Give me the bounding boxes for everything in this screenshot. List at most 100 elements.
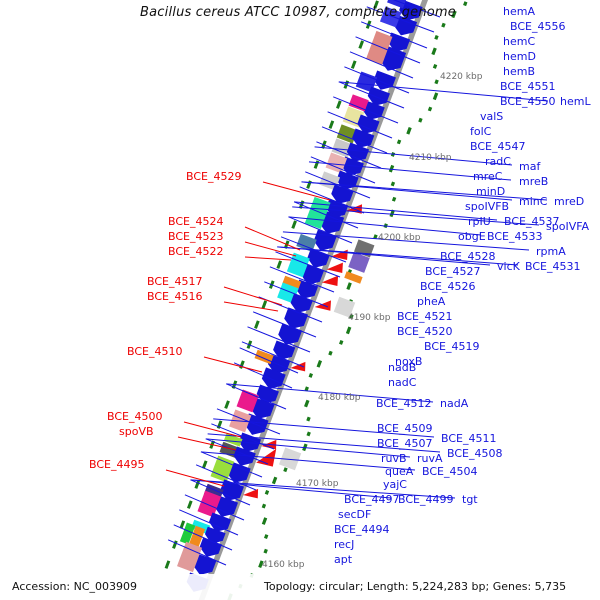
gene-label-nadb[interactable]: nadB <box>388 361 417 374</box>
gene-label-bce-4508[interactable]: BCE_4508 <box>447 447 503 460</box>
gene-feature[interactable] <box>350 128 375 151</box>
gene-feature[interactable] <box>254 349 274 365</box>
gene-feature[interactable] <box>212 495 239 520</box>
gene-box[interactable] <box>333 296 356 318</box>
gene-feature[interactable] <box>326 258 346 275</box>
gene-feature[interactable] <box>223 433 243 447</box>
gene-box[interactable] <box>188 525 206 549</box>
gene-arrow[interactable] <box>224 461 251 486</box>
gene-arrow[interactable] <box>305 248 330 271</box>
gene-label-mreb[interactable]: mreB <box>519 175 549 188</box>
gene-label-bce-4531[interactable]: BCE_4531 <box>525 260 581 273</box>
gene-label-bce-4523[interactable]: BCE_4523 <box>168 230 224 243</box>
gene-feature[interactable] <box>243 485 261 501</box>
gene-label-bce-4524[interactable]: BCE_4524 <box>168 215 224 228</box>
gene-marker[interactable] <box>326 258 346 275</box>
gene-box[interactable] <box>254 349 274 365</box>
gene-marker[interactable] <box>243 485 261 501</box>
gene-feature[interactable] <box>179 522 196 545</box>
gene-box[interactable] <box>348 94 369 112</box>
gene-label-bce-4528[interactable]: BCE_4528 <box>440 250 496 263</box>
gene-label-noxb[interactable]: noxB <box>395 355 423 368</box>
gene-feature[interactable] <box>365 86 390 109</box>
gene-label-recj[interactable]: recJ <box>334 538 355 551</box>
gene-feature[interactable] <box>355 114 380 137</box>
gene-label-bce-4556[interactable]: BCE_4556 <box>510 20 566 33</box>
gene-feature[interactable] <box>224 461 251 486</box>
gene-label-bce-4516[interactable]: BCE_4516 <box>147 290 203 303</box>
gene-label-ruvb[interactable]: ruvB <box>381 452 407 465</box>
gene-label-hema[interactable]: hemA <box>503 5 535 18</box>
gene-feature[interactable] <box>288 293 313 316</box>
gene-label-nadc[interactable]: nadC <box>388 376 417 389</box>
gene-feature[interactable] <box>365 30 393 65</box>
gene-box[interactable] <box>177 541 203 573</box>
gene-marker[interactable] <box>314 296 334 313</box>
gene-label-bce-4507[interactable]: BCE_4507 <box>377 437 433 450</box>
gene-arrow[interactable] <box>207 512 232 535</box>
gene-feature[interactable] <box>348 94 369 112</box>
gene-box[interactable] <box>331 138 353 158</box>
gene-label-bce-4504[interactable]: BCE_4504 <box>422 465 478 478</box>
gene-label-bce-4509[interactable]: BCE_4509 <box>377 422 433 435</box>
gene-arrow[interactable] <box>365 86 390 109</box>
gene-label-bce-4547[interactable]: BCE_4547 <box>470 140 526 153</box>
gene-label-bce-4550[interactable]: BCE_4550 <box>500 95 556 108</box>
gene-arrow[interactable] <box>329 184 354 207</box>
gene-box[interactable] <box>223 433 243 447</box>
gene-arrow[interactable] <box>350 128 375 151</box>
gene-arrow[interactable] <box>293 279 319 302</box>
gene-feature[interactable] <box>282 275 302 291</box>
gene-box[interactable] <box>191 519 211 535</box>
gene-arrow[interactable] <box>344 142 370 165</box>
gene-label-radc[interactable]: radC <box>485 155 511 168</box>
gene-label-vals[interactable]: valS <box>480 110 504 123</box>
gene-label-rpma[interactable]: rpmA <box>536 245 566 258</box>
gene-feature[interactable] <box>282 307 309 332</box>
gene-label-bce-4521[interactable]: BCE_4521 <box>397 310 453 323</box>
gene-box[interactable] <box>278 447 302 471</box>
forward-strand-features[interactable] <box>177 0 423 595</box>
gene-feature[interactable] <box>344 271 363 284</box>
gene-label-secdf[interactable]: secDF <box>338 508 372 521</box>
gene-label-bce-4527[interactable]: BCE_4527 <box>425 265 481 278</box>
gene-label-bce-4533[interactable]: BCE_4533 <box>487 230 543 243</box>
gene-box[interactable] <box>210 455 235 483</box>
gene-label-mred[interactable]: mreD <box>554 195 585 208</box>
gene-feature[interactable] <box>191 519 211 535</box>
gene-feature[interactable] <box>331 138 353 158</box>
gene-box[interactable] <box>296 233 317 252</box>
gene-feature[interactable] <box>293 279 319 302</box>
gene-arrow[interactable] <box>242 413 269 438</box>
gene-arrow[interactable] <box>218 479 244 504</box>
gene-feature[interactable] <box>248 397 275 422</box>
gene-box[interactable] <box>325 152 348 174</box>
gene-label-obge[interactable]: obgE <box>458 230 486 243</box>
gene-label-bce-4517[interactable]: BCE_4517 <box>147 275 203 288</box>
gene-label-mind[interactable]: minD <box>476 185 506 198</box>
gene-arrow[interactable] <box>271 340 296 363</box>
gene-feature[interactable] <box>379 6 402 28</box>
gene-feature[interactable] <box>391 14 418 39</box>
gene-feature[interactable] <box>329 184 354 207</box>
gene-label-bce-4497[interactable]: BCE_4497 <box>344 493 400 506</box>
gene-label-bce-4511[interactable]: BCE_4511 <box>441 432 497 445</box>
gene-marker[interactable] <box>321 271 341 288</box>
gene-label-bce-4519[interactable]: BCE_4519 <box>424 340 480 353</box>
gene-label-bce-4551[interactable]: BCE_4551 <box>500 80 556 93</box>
gene-feature[interactable] <box>218 479 244 504</box>
gene-arrow[interactable] <box>248 397 275 422</box>
gene-box[interactable] <box>344 271 363 284</box>
gene-label-spoivfa[interactable]: spoIVFA <box>546 220 590 233</box>
gene-feature[interactable] <box>265 354 291 377</box>
gene-marker[interactable] <box>290 358 308 374</box>
gene-feature[interactable] <box>197 490 222 518</box>
gene-label-bce-4526[interactable]: BCE_4526 <box>420 280 476 293</box>
gene-feature[interactable] <box>385 32 411 55</box>
gene-feature[interactable] <box>290 358 308 374</box>
gene-arrow[interactable] <box>212 495 239 520</box>
gene-label-tgt[interactable]: tgt <box>462 493 478 506</box>
gene-label-bce-4495[interactable]: BCE_4495 <box>89 458 145 471</box>
gene-feature[interactable] <box>333 296 356 318</box>
gene-box[interactable] <box>365 30 393 65</box>
